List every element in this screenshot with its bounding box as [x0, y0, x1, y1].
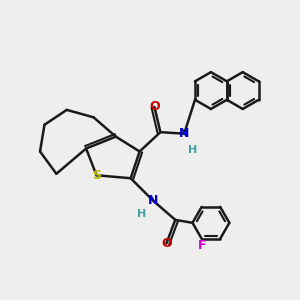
Text: O: O: [149, 100, 160, 113]
Text: H: H: [137, 209, 146, 219]
Text: N: N: [179, 127, 189, 140]
Text: S: S: [92, 169, 101, 182]
Text: O: O: [161, 237, 172, 250]
Text: N: N: [148, 194, 158, 207]
Text: F: F: [197, 239, 206, 252]
Text: H: H: [188, 145, 198, 155]
